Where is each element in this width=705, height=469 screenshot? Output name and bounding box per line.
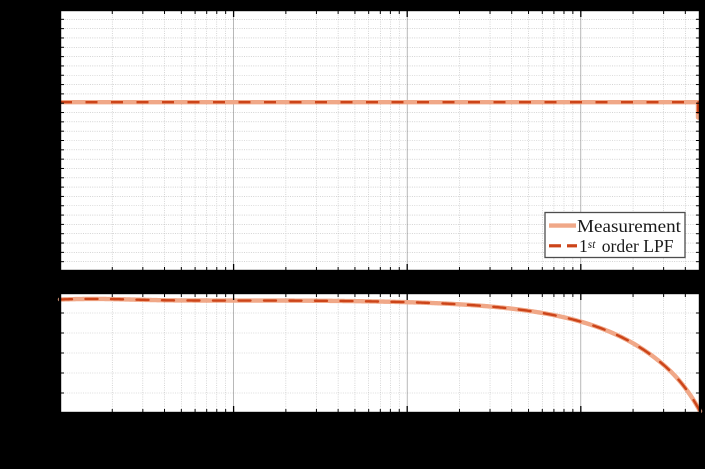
svg-text:Measurement: Measurement bbox=[577, 216, 681, 236]
